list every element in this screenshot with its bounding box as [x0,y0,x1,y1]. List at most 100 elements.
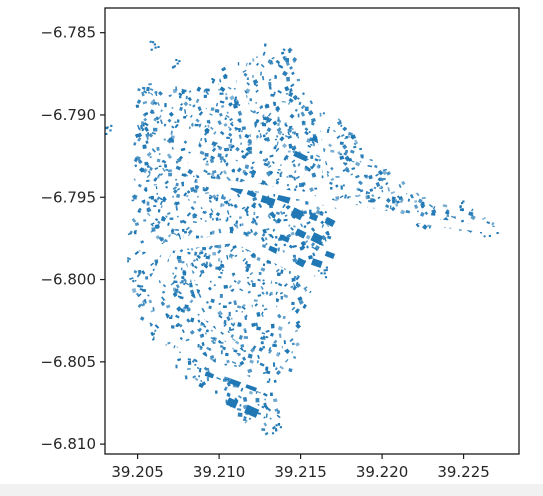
building-mark [246,276,250,279]
building-mark [226,210,230,215]
building-mark [268,346,272,352]
building-mark [286,76,290,82]
building-mark [240,178,245,182]
building-mark [212,251,217,256]
building-mark [230,248,234,252]
building-mark [273,339,278,345]
building-mark [244,330,247,334]
building-mark [275,351,281,357]
building-mark [242,250,244,252]
building-mark [143,188,148,193]
building-mark [222,158,227,163]
building-mark [190,317,195,323]
building-mark [153,101,158,106]
building-mark [182,282,186,286]
building-mark [146,179,150,182]
building-mark [320,272,323,275]
building-mark [247,138,253,144]
building-mark [137,159,143,165]
building-mark [171,125,175,129]
building-mark [136,99,142,104]
building-mark [300,104,306,110]
building-mark [298,101,302,106]
building-mark [293,355,297,359]
building-mark [215,175,221,181]
building-mark [191,123,193,127]
building-mark [189,289,195,295]
building-mark [311,172,317,178]
building-mark [300,111,306,117]
building-mark [174,266,178,270]
building-mark [340,134,345,137]
building-mark [224,376,228,380]
building-mark [150,262,154,266]
building-mark [188,308,191,312]
building-mark [168,111,174,117]
building-mark [223,284,228,289]
building-mark [262,244,266,248]
building-mark [151,337,155,341]
building-mark [262,279,265,282]
building-mark [265,137,270,142]
building-mark [137,284,142,288]
building-mark [219,130,225,136]
street-gap [146,234,269,391]
building-mark [292,254,296,258]
building-mark [204,220,207,222]
building-mark [220,345,224,348]
building-mark [256,360,259,364]
building-mark [261,114,265,118]
building-mark [262,335,266,340]
building-mark [229,215,232,218]
building-mark [146,86,150,92]
building-mark [156,146,160,151]
building-mark [142,86,146,90]
bottom-strip [0,484,543,496]
building-mark [233,99,237,104]
building-mark [230,317,233,320]
building-mark [240,142,242,145]
building-mark [255,89,259,93]
building-mark [461,202,464,205]
building-mark [183,101,189,107]
building-mark [293,176,297,181]
building-mark [257,403,260,406]
building-mark [383,178,386,181]
building-mark [335,175,340,178]
building-mark [149,88,154,91]
building-mark [275,211,280,215]
building-mark [173,274,177,279]
building-mark [197,319,201,323]
building-mark [165,185,169,189]
building-mark [175,314,180,319]
building-mark [233,300,237,306]
building-mark [238,118,242,121]
building-mark [276,118,282,124]
building-mark [227,202,231,207]
building-mark [203,366,209,371]
building-mark [224,363,228,366]
building-mark [198,293,202,298]
building-mark [359,147,362,151]
building-mark [252,217,257,223]
building-mark [217,153,222,158]
building-mark [255,134,260,139]
building-mark [237,110,243,116]
building-mark [302,304,307,309]
building-mark [241,130,243,133]
building-mark [310,155,314,159]
building-mark [375,173,380,177]
building-mark [166,211,171,216]
building-mark [265,158,269,161]
building-mark [459,208,463,211]
building-mark [224,201,229,204]
building-mark [345,135,348,139]
building-mark [133,142,137,146]
building-mark [256,62,260,66]
building-mark [309,290,312,294]
building-mark [209,280,212,283]
building-mark [140,303,144,307]
building-mark [261,428,266,431]
building-mark [266,127,272,133]
building-mark [265,120,269,124]
